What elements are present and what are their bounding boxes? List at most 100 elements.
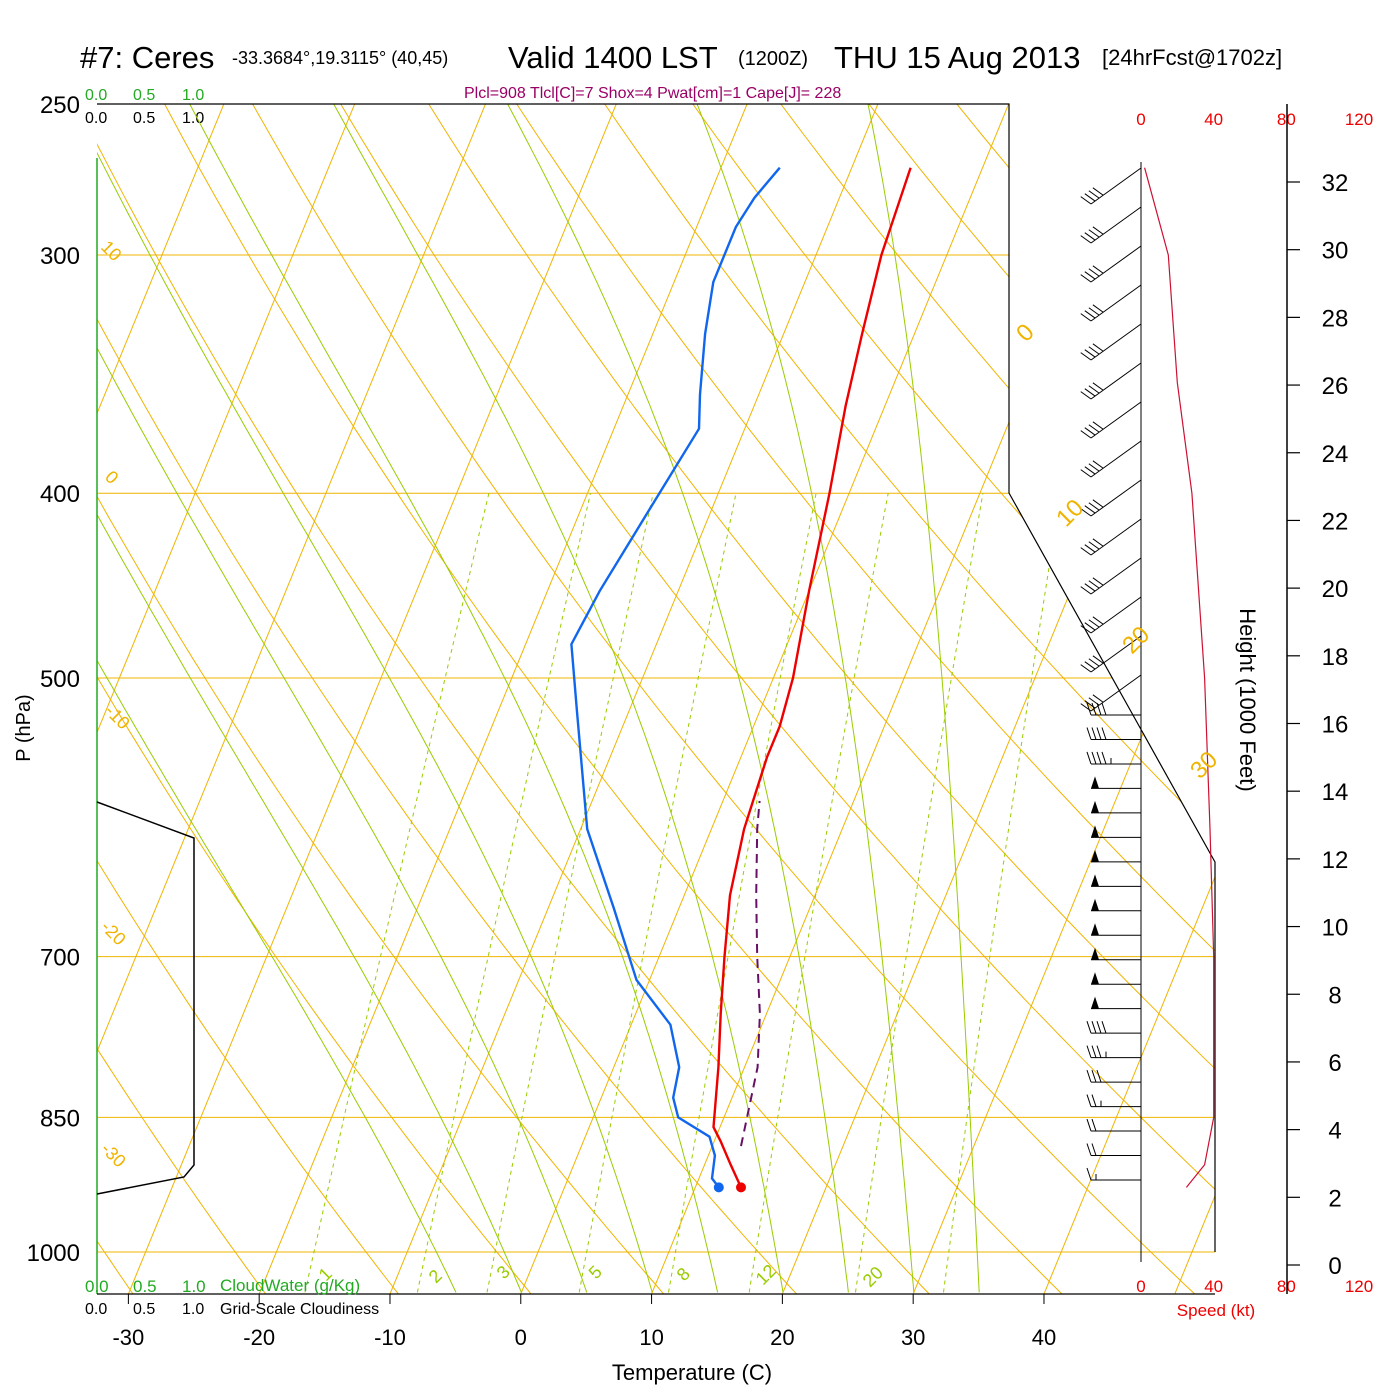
- chart-title-zulu: (1200Z): [738, 48, 808, 70]
- dry-adiabat-label: -10: [101, 701, 134, 734]
- wind-barb-shaft: [1090, 557, 1142, 595]
- dry-adiabat: [0, 104, 4, 1300]
- speed-axis-label: Speed (kt): [1177, 1301, 1255, 1320]
- mixing-ratio-line: [416, 493, 591, 1293]
- wind-barb-feather: [1086, 751, 1092, 765]
- wind-barb-feather: [1086, 1020, 1092, 1034]
- dry-adiabat: [1044, 104, 1215, 1294]
- dry-adiabat: [252, 104, 1202, 1294]
- mixing-ratio-line: [943, 493, 1062, 1293]
- wind-barb-shaft: [1090, 440, 1142, 478]
- height-tick-label: 4: [1328, 1118, 1341, 1145]
- wind-barb-pennant: [1091, 800, 1099, 813]
- wind-barb-shaft: [1090, 167, 1142, 205]
- wind-barb-feather: [1091, 1094, 1097, 1107]
- wind-barb-shaft: [1090, 479, 1142, 517]
- wind-barb-feather: [1091, 1020, 1097, 1034]
- speed-tick-label-bottom: 0: [1136, 1277, 1145, 1296]
- mixing-ratio-label: 3: [493, 1262, 514, 1283]
- wind-barb-feather: [1096, 727, 1102, 740]
- wind-barb-feather: [1084, 661, 1096, 670]
- wind-barb-feather: [1091, 1045, 1097, 1058]
- x-tick-label: -10: [374, 1325, 406, 1350]
- dry-adiabat: [516, 104, 1215, 1294]
- speed-axis: 0040408080120120: [1136, 110, 1373, 1296]
- height-tick-label: 26: [1322, 373, 1349, 400]
- top-cl-1: 0.5: [133, 110, 155, 127]
- moist-adiabat: [867, 104, 980, 1293]
- wind-barb-pennant: [1091, 996, 1099, 1009]
- chart-title-station: #7: Ceres: [80, 40, 214, 75]
- x-axis-label: Temperature (C): [612, 1360, 772, 1385]
- chart-title-valid: Valid 1400 LST: [508, 40, 718, 75]
- wind-barb-shaft: [1090, 401, 1142, 439]
- temperature-axis: -30 -20 -10 0 10 20 30 40: [112, 1294, 1056, 1350]
- wind-barb-feather: [1101, 751, 1107, 765]
- dry-adiabat-label: 0: [101, 467, 122, 488]
- cloudiness-profile: [96, 801, 195, 1195]
- height-tick-label: 20: [1322, 576, 1349, 603]
- dry-adiabat: [97, 104, 271, 1294]
- wind-barb-feather: [1080, 352, 1092, 361]
- x-tick-label: 0: [515, 1325, 527, 1350]
- wind-barb-feather: [1091, 727, 1097, 740]
- isotherm-line: [520, 104, 1010, 1294]
- wind-barb-feather: [1086, 702, 1092, 716]
- dry-adiabat: [97, 104, 670, 1294]
- mixing-ratio-label: 2: [425, 1266, 446, 1287]
- wind-barb-feather: [1080, 664, 1092, 673]
- wind-barb-feather: [1088, 502, 1100, 511]
- moist-adiabat-lines: [97, 104, 980, 1293]
- wind-barb-pennant: [1091, 947, 1099, 960]
- chart-title-coords: -33.3684°,19.3115° (40,45): [232, 48, 448, 68]
- moist-adiabat: [333, 104, 784, 1293]
- isotherm-label: 0: [1011, 319, 1040, 348]
- moist-adiabat: [97, 104, 653, 1293]
- top-cw-1: 0.5: [133, 87, 155, 104]
- height-axis-label: Height (1000 Feet): [1235, 608, 1260, 791]
- wind-barb-feather: [1084, 310, 1096, 319]
- wind-barb-feather: [1096, 1069, 1102, 1083]
- mixing-ratio-line: [578, 493, 737, 1293]
- wind-barb-feather: [1080, 430, 1092, 439]
- wind-barb-pennant: [1091, 874, 1099, 887]
- wind-barb-feather: [1086, 727, 1092, 740]
- wind-barb-feather: [1092, 655, 1104, 664]
- height-tick-label: 22: [1322, 508, 1349, 535]
- moist-adiabat: [696, 104, 915, 1293]
- pressure-label: 850: [40, 1105, 80, 1132]
- wind-barb-shaft: [1090, 362, 1142, 400]
- speed-tick-label-bottom: 40: [1204, 1277, 1223, 1296]
- wind-barb-feather: [1088, 658, 1100, 667]
- bottom-cloudwater-scale: 0.0 0.5 1.0 CloudWater (g/Kg): [85, 1276, 360, 1296]
- wind-barb-feather: [1091, 1118, 1097, 1132]
- dry-adiabat: [97, 104, 404, 1294]
- isotherm-line: [97, 104, 356, 1294]
- isotherm-line: [912, 104, 1215, 1294]
- mixing-ratio-label: 8: [673, 1264, 694, 1285]
- wind-barb-feather: [1096, 1045, 1102, 1058]
- dry-adiabat-lines: [0, 104, 1400, 1300]
- height-tick-label: 32: [1322, 170, 1349, 197]
- wind-barb-feather: [1092, 421, 1104, 430]
- wind-barb-feather: [1101, 702, 1107, 716]
- wind-barb-feather: [1080, 547, 1092, 556]
- wind-barb-feather: [1084, 349, 1096, 358]
- wind-barb-feather: [1080, 235, 1092, 244]
- mixing-ratio-line: [855, 493, 984, 1293]
- plot-boundary: [97, 103, 1216, 1252]
- indices-line: Plcl=908 Tlcl[C]=7 Shox=4 Pwat[cm]=1 Cap…: [464, 85, 841, 102]
- dry-adiabat-label: -30: [97, 1139, 130, 1172]
- x-tick-label: -20: [243, 1325, 275, 1350]
- wind-barb-feather: [1084, 583, 1096, 592]
- wind-barb-feather: [1080, 313, 1092, 322]
- wind-barb-feather: [1092, 538, 1104, 547]
- moist-adiabat: [97, 104, 588, 1293]
- bot-cl-0: 0.0: [85, 1301, 107, 1318]
- dry-adiabat: [1309, 104, 1400, 1300]
- dry-adiabat: [1132, 104, 1215, 1294]
- isotherm-label: 20: [1117, 621, 1155, 659]
- wind-barb-feather: [1092, 577, 1104, 586]
- wind-barb-feather: [1080, 508, 1092, 517]
